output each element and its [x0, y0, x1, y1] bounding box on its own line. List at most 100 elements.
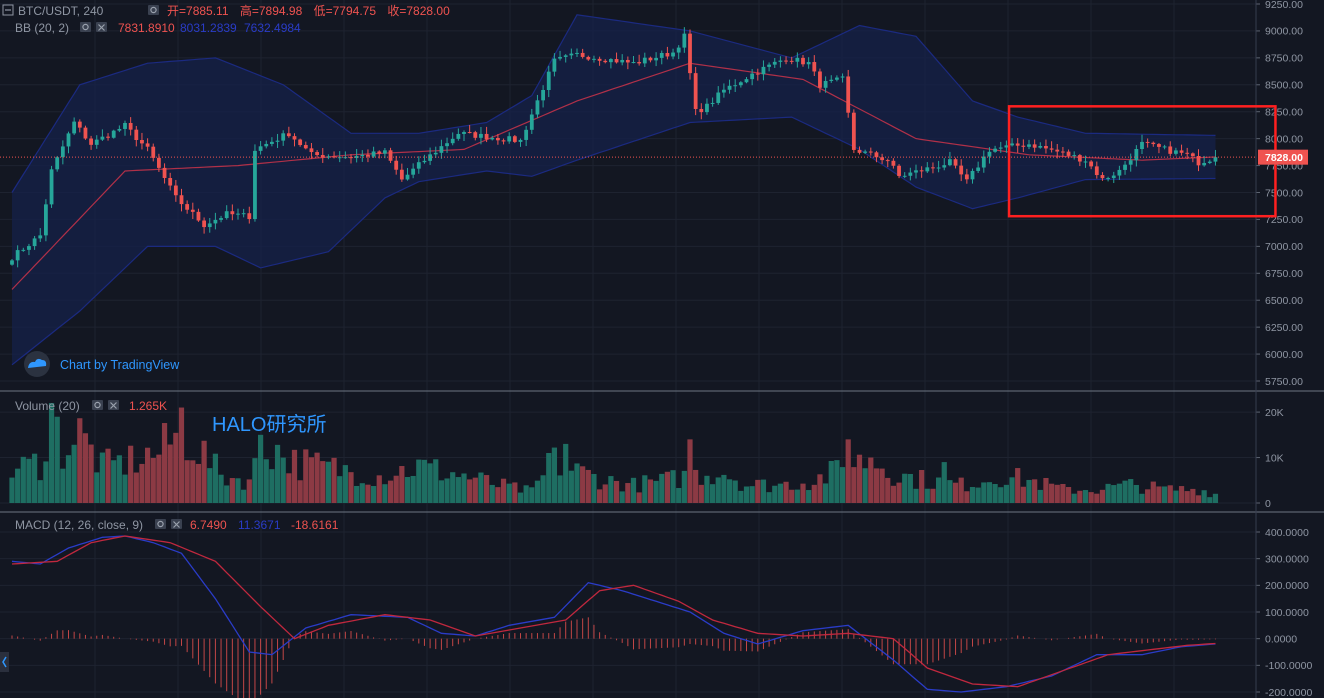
volume-bar[interactable]: [766, 492, 772, 503]
volume-bar[interactable]: [772, 485, 778, 503]
candle[interactable]: [168, 177, 173, 186]
candle[interactable]: [1128, 160, 1133, 165]
volume-bar[interactable]: [613, 480, 620, 503]
volume-bar[interactable]: [998, 487, 1004, 503]
candle[interactable]: [931, 167, 935, 169]
volume-bar[interactable]: [337, 476, 343, 503]
candle[interactable]: [1077, 155, 1082, 162]
candle[interactable]: [219, 218, 223, 220]
candle[interactable]: [784, 60, 788, 62]
volume-bar[interactable]: [975, 487, 981, 503]
candle[interactable]: [812, 62, 817, 72]
volume-bar[interactable]: [597, 489, 603, 503]
volume-bar[interactable]: [1212, 493, 1219, 503]
candle[interactable]: [1196, 155, 1201, 166]
volume-bar[interactable]: [37, 480, 43, 503]
volume-bar[interactable]: [224, 485, 230, 503]
volume-series[interactable]: [9, 403, 1219, 503]
close-icon[interactable]: [96, 22, 107, 32]
volume-bar[interactable]: [229, 478, 235, 503]
candle[interactable]: [727, 85, 732, 90]
volume-bar[interactable]: [732, 480, 738, 503]
candle[interactable]: [15, 250, 20, 261]
candle[interactable]: [145, 143, 150, 147]
candle[interactable]: [450, 138, 455, 144]
candle[interactable]: [846, 76, 851, 113]
candle[interactable]: [100, 136, 105, 140]
candle[interactable]: [281, 133, 286, 141]
volume-bar[interactable]: [382, 484, 388, 503]
candle[interactable]: [1106, 178, 1110, 180]
candle[interactable]: [224, 211, 229, 219]
volume-bar[interactable]: [789, 489, 795, 503]
candle[interactable]: [631, 62, 636, 64]
candle[interactable]: [761, 66, 766, 75]
volume-bar[interactable]: [1065, 487, 1072, 503]
candle[interactable]: [535, 100, 540, 115]
candle[interactable]: [394, 160, 399, 170]
candle[interactable]: [908, 172, 913, 176]
candle[interactable]: [501, 140, 506, 142]
volume-bar[interactable]: [952, 482, 959, 503]
candle[interactable]: [162, 167, 167, 178]
candle[interactable]: [1157, 144, 1161, 147]
candle[interactable]: [151, 146, 156, 158]
volume-bar[interactable]: [969, 487, 976, 503]
candle[interactable]: [885, 160, 890, 162]
candle[interactable]: [614, 59, 619, 63]
volume-bar[interactable]: [868, 457, 874, 503]
volume-bar[interactable]: [687, 439, 693, 503]
candle[interactable]: [744, 79, 749, 83]
volume-bar[interactable]: [1026, 479, 1032, 503]
candle[interactable]: [524, 129, 529, 140]
candle[interactable]: [1038, 145, 1043, 148]
candle[interactable]: [857, 149, 862, 153]
volume-bar[interactable]: [161, 423, 168, 503]
volume-bar[interactable]: [664, 471, 670, 503]
candle[interactable]: [993, 148, 997, 152]
volume-bar[interactable]: [48, 403, 55, 503]
volume-bar[interactable]: [512, 482, 518, 503]
candle[interactable]: [89, 138, 93, 145]
volume-bar[interactable]: [806, 490, 812, 503]
candle[interactable]: [880, 157, 884, 161]
candle[interactable]: [416, 162, 421, 169]
volume-bar[interactable]: [472, 477, 478, 503]
candle[interactable]: [55, 157, 60, 170]
candle[interactable]: [529, 114, 534, 130]
candle[interactable]: [1207, 161, 1212, 163]
volume-bar[interactable]: [111, 460, 117, 503]
candle[interactable]: [1185, 152, 1190, 154]
candle[interactable]: [258, 146, 263, 151]
candle[interactable]: [936, 167, 941, 169]
candle[interactable]: [580, 52, 585, 57]
candle[interactable]: [546, 71, 551, 90]
volume-bar[interactable]: [783, 481, 789, 503]
volume-bar[interactable]: [726, 479, 733, 503]
volume-bar[interactable]: [986, 482, 993, 503]
candle[interactable]: [49, 169, 54, 205]
volume-bar[interactable]: [303, 449, 309, 503]
candle[interactable]: [1066, 151, 1071, 156]
volume-bar[interactable]: [580, 466, 586, 503]
volume-bar[interactable]: [964, 491, 970, 503]
candle[interactable]: [592, 58, 596, 60]
volume-bar[interactable]: [1190, 488, 1196, 503]
volume-bar[interactable]: [15, 468, 21, 503]
volume-bar[interactable]: [32, 453, 38, 503]
volume-bar[interactable]: [704, 475, 710, 503]
candle[interactable]: [919, 170, 924, 172]
volume-bar[interactable]: [325, 461, 331, 503]
candle[interactable]: [1168, 146, 1173, 154]
candle[interactable]: [1089, 161, 1094, 167]
volume-bar[interactable]: [399, 466, 405, 503]
candle[interactable]: [676, 47, 681, 53]
volume-bar[interactable]: [710, 484, 716, 503]
volume-bar[interactable]: [150, 457, 156, 503]
candle[interactable]: [275, 140, 280, 142]
volume-bar[interactable]: [404, 476, 411, 503]
macd-signal-line[interactable]: [11, 535, 1216, 688]
candle[interactable]: [309, 148, 314, 153]
volume-bar[interactable]: [1094, 493, 1100, 503]
volume-bar[interactable]: [495, 487, 501, 503]
